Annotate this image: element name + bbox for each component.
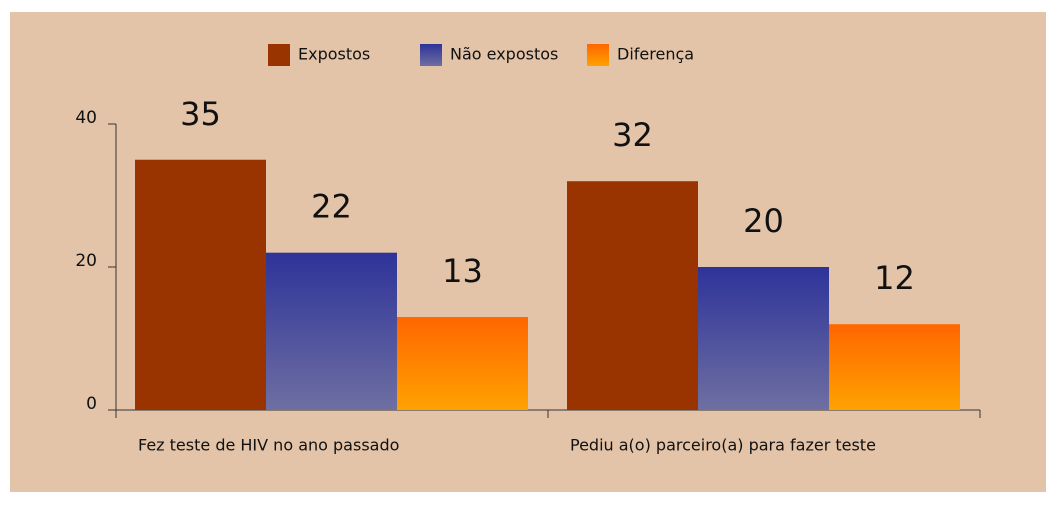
value-label: 22 [311,188,352,226]
legend-swatch [268,44,290,66]
x-tick-label: Fez teste de HIV no ano passado [138,436,399,455]
bar [829,324,960,410]
y-tick-label: 0 [86,394,97,414]
value-label: 35 [180,95,221,133]
bar [567,181,698,410]
bar [266,252,397,410]
value-label: 13 [442,252,483,290]
bar [397,317,528,410]
legend-swatch [587,44,609,66]
y-tick-label: 40 [75,108,97,128]
value-label: 32 [612,116,653,154]
x-tick-label: Pediu a(o) parceiro(a) para fazer teste [570,436,876,455]
legend-label: Diferença [617,45,694,64]
value-label: 12 [874,259,915,297]
legend-swatch [420,44,442,66]
bar [135,159,266,410]
legend-label: Não expostos [450,45,558,64]
legend-label: Expostos [298,45,370,64]
y-tick-label: 20 [75,251,97,271]
bar [698,267,829,410]
value-label: 20 [743,202,784,240]
